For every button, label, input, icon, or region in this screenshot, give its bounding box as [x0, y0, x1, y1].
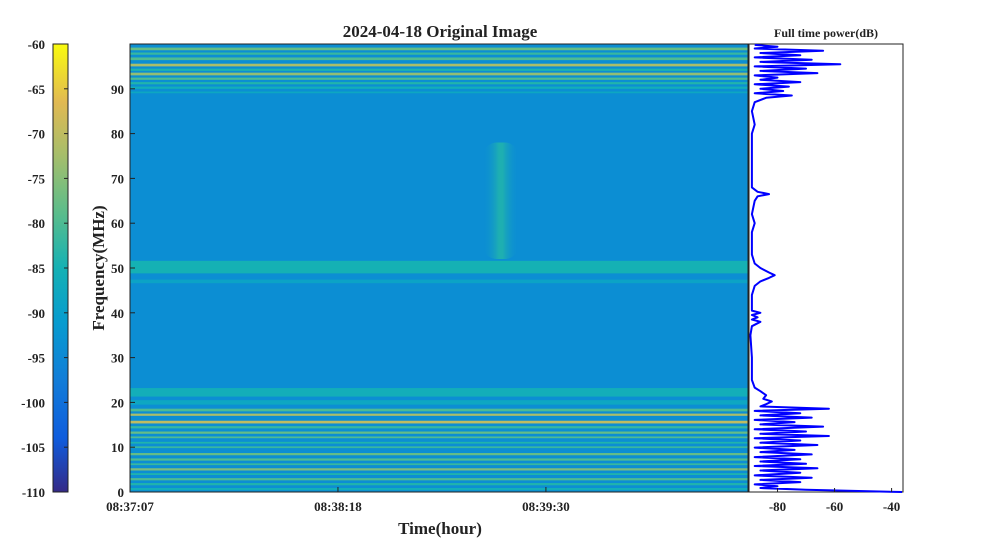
y-tick-label: 50 — [111, 261, 124, 276]
heatmap-bands — [130, 47, 748, 491]
heatmap-band — [130, 473, 748, 475]
y-tick-label: 40 — [111, 306, 124, 321]
heatmap-band — [130, 77, 748, 80]
heatmap-band — [130, 436, 748, 439]
heatmap-band — [130, 91, 748, 94]
heatmap-band — [130, 420, 748, 424]
power-x-tick-label: -40 — [883, 499, 900, 514]
heatmap-band — [130, 47, 748, 51]
power-x-tick-label: -60 — [826, 499, 843, 514]
heatmap-panel: 2024-04-18 Original Image 0 10 20 30 40 50 60 7… — [89, 22, 749, 538]
heatmap-band — [130, 63, 748, 67]
colorbar-tick-label: -110 — [22, 485, 45, 500]
y-tick-label: 0 — [118, 485, 125, 500]
colorbar-tick-label: -80 — [28, 216, 45, 231]
heatmap-x-ticks: 08:37:07 08:38:18 08:39:30 — [106, 487, 570, 514]
heatmap-band — [130, 72, 748, 76]
heatmap-band — [130, 483, 748, 486]
x-tick-label: 08:37:07 — [106, 499, 154, 514]
x-tick-label: 08:38:18 — [314, 499, 362, 514]
heatmap-band — [130, 52, 748, 55]
heatmap-band — [130, 279, 748, 284]
heatmap-band — [130, 426, 748, 429]
y-tick-label: 60 — [111, 216, 124, 231]
colorbar-tick-label: -85 — [28, 261, 46, 276]
heatmap-band — [130, 86, 748, 89]
colorbar-tick-label: -65 — [28, 82, 46, 97]
power-series-line — [749, 43, 903, 493]
heatmap-band — [130, 82, 748, 85]
heatmap-band — [130, 57, 748, 61]
heatmap-band — [130, 463, 748, 466]
heatmap-band — [130, 413, 748, 416]
heatmap-band — [130, 388, 748, 397]
colorbar-tick-label: -60 — [28, 37, 45, 52]
heatmap-band — [130, 260, 748, 274]
power-x-tick-label: -80 — [769, 499, 786, 514]
heatmap-title: 2024-04-18 Original Image — [343, 22, 538, 41]
heatmap-band — [130, 453, 748, 456]
heatmap-band — [130, 487, 748, 491]
heatmap-band — [130, 468, 748, 471]
colorbar-tick-label: -70 — [28, 127, 45, 142]
heatmap-band — [130, 478, 748, 481]
heatmap-band — [130, 431, 748, 434]
colorbar-ticks: -60 -65 -70 -75 -80 -85 -90 -95 -100 -105 -110 — [21, 37, 68, 500]
power-frame — [748, 43, 904, 493]
heatmap-x-label: Time(hour) — [398, 519, 482, 538]
y-tick-label: 90 — [111, 82, 124, 97]
heatmap-y-ticks: 0 10 20 30 40 50 60 70 80 90 — [111, 82, 135, 500]
heatmap-band — [130, 68, 748, 71]
power-x-ticks: -80 -60 -40 — [769, 488, 900, 514]
colorbar-tick-label: -90 — [28, 306, 45, 321]
y-tick-label: 20 — [111, 395, 124, 410]
heatmap-band — [130, 408, 748, 412]
power-title: Full time power(dB) — [774, 26, 878, 40]
heatmap-band — [130, 446, 748, 449]
y-tick-label: 70 — [111, 171, 124, 186]
power-panel: Full time power(dB) -80 -60 -40 — [748, 26, 904, 514]
colorbar: -60 -65 -70 -75 -80 -85 -90 -95 -100 -105 -110 — [21, 37, 69, 500]
y-tick-label: 30 — [111, 351, 124, 366]
x-tick-label: 08:39:30 — [522, 499, 570, 514]
colorbar-tick-label: -105 — [21, 440, 45, 455]
type-iii-burst — [482, 142, 519, 260]
heatmap-band — [130, 458, 748, 461]
colorbar-tick-label: -95 — [28, 351, 46, 366]
heatmap-y-label: Frequency(MHz) — [89, 205, 108, 330]
heatmap-band — [130, 400, 748, 405]
heatmap-band — [130, 441, 748, 444]
y-tick-label: 10 — [111, 440, 124, 455]
y-tick-label: 80 — [111, 127, 124, 142]
colorbar-tick-label: -75 — [28, 171, 46, 186]
colorbar-tick-label: -100 — [21, 395, 45, 410]
